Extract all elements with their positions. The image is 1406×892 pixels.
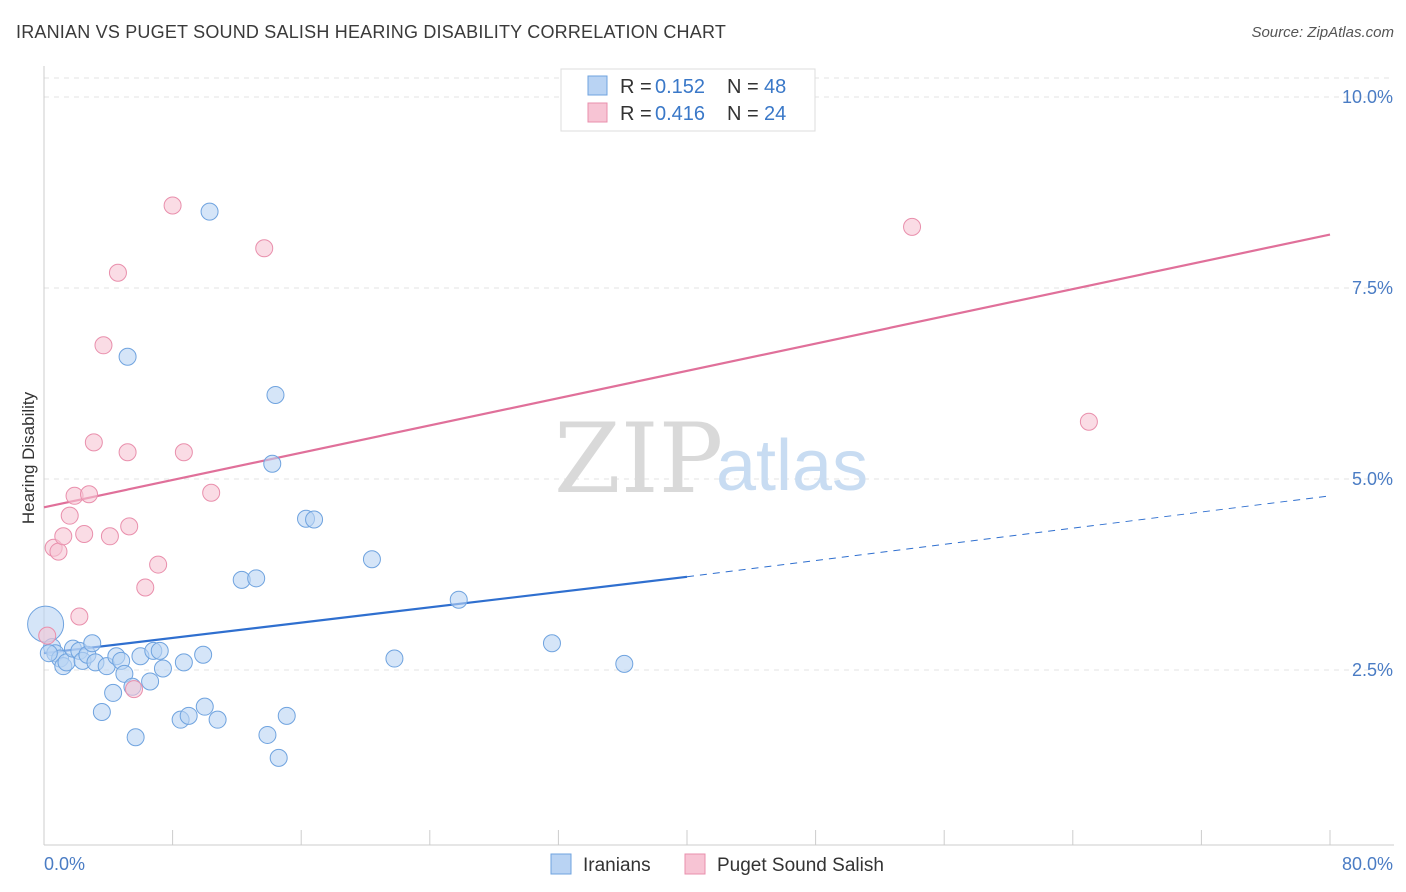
point-puget-16 <box>136 578 155 597</box>
trendline-puget <box>43 233 1331 509</box>
legend: R = 0.152 N = 48 R = 0.416 N = 24 <box>560 68 816 132</box>
point-iranians-37 <box>266 385 285 404</box>
axes <box>43 66 1394 846</box>
y-tick-labels: 2.5% 5.0% 7.5% 10.0% <box>1342 87 1393 680</box>
point-iranians-34 <box>247 569 266 588</box>
point-puget-13 <box>118 443 137 462</box>
point-puget-14 <box>120 517 139 536</box>
legend-n-value-1: 48 <box>764 76 786 98</box>
legend-r-label-2: R = <box>620 103 652 125</box>
point-iranians-31 <box>200 202 219 221</box>
watermark: ZIP atlas <box>554 403 868 515</box>
point-iranians-43 <box>385 649 404 668</box>
data-points <box>27 196 1098 767</box>
point-iranians-32 <box>208 710 227 729</box>
point-iranians-28 <box>179 706 198 725</box>
point-puget-23 <box>1079 412 1098 431</box>
point-iranians-44 <box>449 590 468 609</box>
point-iranians-10 <box>83 634 102 653</box>
chart-title: IRANIAN VS PUGET SOUND SALISH HEARING DI… <box>16 22 727 42</box>
legend-n-value-2: 24 <box>764 103 786 125</box>
point-iranians-45 <box>542 634 561 653</box>
y-tick-label-2: 7.5% <box>1352 278 1393 298</box>
point-puget-2 <box>49 542 68 561</box>
point-iranians-22 <box>141 672 160 691</box>
point-iranians-38 <box>269 748 288 767</box>
legend-swatch-puget <box>587 102 608 123</box>
y-axis-label: Hearing Disability <box>19 391 38 524</box>
trendline-iranians-dashed <box>686 495 1331 578</box>
legend-r-value-1: 0.152 <box>655 76 705 98</box>
point-iranians-24 <box>150 641 169 660</box>
point-iranians-42 <box>362 550 381 569</box>
point-iranians-29 <box>194 645 213 664</box>
point-iranians-14 <box>104 683 123 702</box>
trendlines <box>43 233 1331 655</box>
point-puget-22 <box>903 217 922 236</box>
point-puget-9 <box>84 433 103 452</box>
point-puget-11 <box>100 527 119 546</box>
legend-r-label-1: R = <box>620 76 652 98</box>
x-tick-labels: 0.0% 80.0% <box>44 854 1393 874</box>
point-iranians-25 <box>153 659 172 678</box>
bottom-legend-swatch-iranians <box>550 853 572 875</box>
x-tick-label-1: 80.0% <box>1342 854 1393 874</box>
bottom-legend-swatch-puget <box>684 853 706 875</box>
y-tick-label-1: 5.0% <box>1352 469 1393 489</box>
source-label: Source: ZipAtlas.com <box>1251 24 1394 41</box>
point-puget-20 <box>202 483 221 502</box>
point-puget-12 <box>108 263 127 282</box>
point-iranians-12 <box>92 703 111 722</box>
bottom-legend-iranians: Iranians <box>583 855 651 876</box>
y-tick-label-0: 2.5% <box>1352 660 1393 680</box>
watermark-atlas: atlas <box>716 426 868 506</box>
point-iranians-17 <box>115 664 134 683</box>
legend-r-value-2: 0.416 <box>655 103 705 125</box>
point-iranians-39 <box>277 706 296 725</box>
point-puget-21 <box>255 239 274 258</box>
bottom-legend: Iranians Puget Sound Salish <box>550 853 884 876</box>
point-puget-8 <box>80 485 99 504</box>
point-iranians-36 <box>263 454 282 473</box>
point-puget-4 <box>60 506 79 525</box>
legend-n-label-2: N = <box>727 103 759 125</box>
point-iranians-18 <box>118 347 137 366</box>
point-iranians-35 <box>258 725 277 744</box>
point-iranians-47 <box>39 644 58 663</box>
point-iranians-46 <box>615 654 634 673</box>
point-iranians-30 <box>195 697 214 716</box>
trendline-iranians-solid <box>43 575 688 655</box>
legend-swatch-iranians <box>587 75 608 96</box>
point-iranians-41 <box>305 510 324 529</box>
point-puget-15 <box>125 680 144 699</box>
point-puget-6 <box>70 607 89 626</box>
point-puget-18 <box>163 196 182 215</box>
point-puget-17 <box>149 555 168 574</box>
point-puget-7 <box>75 525 94 544</box>
point-iranians-27 <box>174 653 193 672</box>
legend-n-label-1: N = <box>727 76 759 98</box>
watermark-zip: ZIP <box>554 403 723 515</box>
point-puget-3 <box>54 527 73 546</box>
point-iranians-20 <box>126 728 145 747</box>
y-tick-label-3: 10.0% <box>1342 87 1393 107</box>
point-puget-19 <box>174 443 193 462</box>
point-puget-0 <box>38 626 57 645</box>
point-puget-10 <box>94 336 113 355</box>
bottom-legend-puget: Puget Sound Salish <box>717 855 884 876</box>
x-tick-label-0: 0.0% <box>44 854 85 874</box>
